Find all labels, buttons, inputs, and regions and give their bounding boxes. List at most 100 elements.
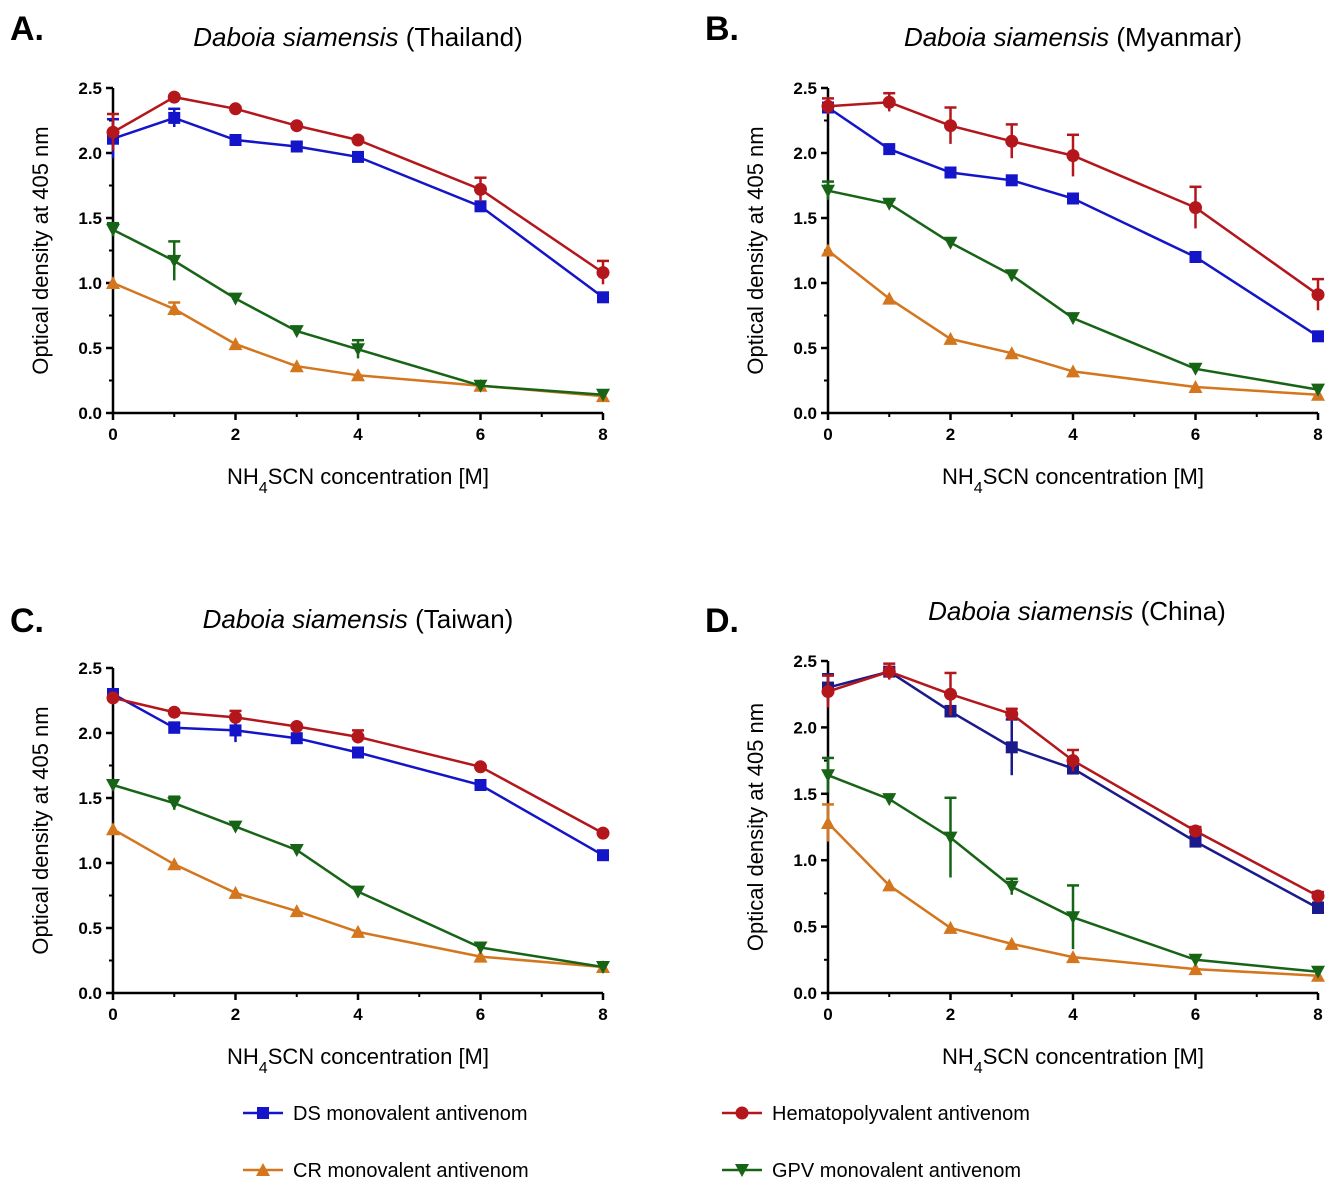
data-point: [821, 769, 835, 783]
chart-panel-b: B. Daboia siamensis (Myanmar) 0.0 0.5 1.0 1.5…: [705, 10, 1325, 497]
y-tick-label: 1.0: [78, 854, 102, 873]
chart-panel-a: A. Daboia siamensis (Thailand) 0.0 0.5 1.0 1.…: [10, 10, 610, 497]
data-point: [1189, 824, 1202, 838]
y-tick-label: 1.0: [78, 274, 102, 293]
data-point: [1066, 754, 1080, 768]
data-point: [228, 337, 243, 351]
y-tick-label: 1.5: [793, 785, 817, 804]
y-axis-label: Optical density at 405 nm: [743, 126, 768, 374]
data-point: [352, 746, 364, 759]
data-point: [821, 685, 835, 699]
x-tick-label: 8: [598, 425, 607, 444]
legend-marker: [257, 1107, 269, 1119]
data-point: [351, 368, 365, 382]
x-tick-label: 6: [1191, 1005, 1200, 1024]
x-tick-label: 2: [231, 425, 240, 444]
data-point: [882, 665, 896, 679]
x-tick-label: 6: [1191, 425, 1200, 444]
data-point: [228, 292, 243, 306]
series-circle: [106, 90, 610, 285]
series-triangle-down: [821, 756, 1325, 979]
data-point: [473, 941, 488, 955]
y-tick-label: 2.5: [793, 79, 817, 98]
series-triangle-down: [106, 221, 610, 402]
data-point: [474, 200, 487, 213]
data-point: [290, 732, 303, 745]
legend-label: CR monovalent antivenom: [293, 1160, 529, 1182]
legend-marker: [256, 1163, 270, 1176]
x-axis-label-sub: 4: [974, 480, 983, 497]
x-axis-label-post: SCN concentration [M]: [983, 1044, 1204, 1069]
x-tick-label: 0: [823, 1005, 832, 1024]
x-axis-label-sub: 4: [974, 1060, 983, 1077]
x-tick-label: 2: [946, 425, 955, 444]
data-point: [882, 95, 896, 109]
series-square: [107, 107, 609, 304]
data-point: [290, 119, 304, 133]
x-tick-label: 2: [231, 1005, 240, 1024]
series-triangle-down: [106, 779, 610, 974]
data-point: [882, 878, 897, 892]
x-tick-label: 4: [353, 425, 363, 444]
series-square: [822, 665, 1324, 915]
series-circle: [821, 91, 1325, 311]
y-tick-label: 2.0: [78, 144, 102, 163]
data-point: [882, 291, 897, 305]
data-point: [474, 182, 487, 196]
legend-item: GPV monovalent antivenom: [722, 1160, 1021, 1182]
data-point: [1188, 362, 1203, 376]
data-point: [943, 331, 958, 345]
panel-letter: B.: [705, 10, 739, 48]
legend-marker: [735, 1106, 749, 1120]
legend-label: DS monovalent antivenom: [293, 1103, 528, 1125]
data-point: [943, 920, 958, 934]
x-axis-label-post: SCN concentration [M]: [983, 464, 1204, 489]
x-tick-label: 0: [108, 1005, 117, 1024]
title-italic: Daboia siamensis: [193, 22, 398, 52]
panel-letter: C.: [10, 602, 44, 640]
series-triangle-down: [821, 180, 1325, 397]
data-point: [106, 691, 120, 705]
data-point: [106, 223, 120, 237]
data-point: [168, 111, 181, 124]
data-point: [821, 184, 835, 198]
title-italic: Daboia siamensis: [928, 596, 1133, 626]
x-tick-label: 6: [476, 425, 485, 444]
data-point: [290, 140, 303, 153]
x-axis-label-pre: NH: [942, 464, 974, 489]
chart-panel-c: C. Daboia siamensis (Taiwan) 0.0 0.5 1.0 1.5 2…: [10, 602, 610, 1077]
chart-title: Daboia siamensis (Taiwan): [203, 604, 514, 634]
data-point: [351, 133, 365, 147]
x-axis-label: NH4SCN concentration [M]: [227, 1044, 489, 1077]
data-point: [1312, 902, 1324, 915]
x-axis-label: NH4SCN concentration [M]: [942, 464, 1204, 497]
x-axis-label-pre: NH: [942, 1044, 974, 1069]
data-point: [474, 779, 487, 791]
data-point: [1189, 835, 1202, 848]
x-tick-label: 0: [823, 425, 832, 444]
data-point: [1005, 707, 1019, 721]
x-tick-label: 8: [1313, 425, 1322, 444]
data-point: [289, 359, 304, 373]
data-point: [1188, 953, 1203, 967]
y-tick-label: 0.0: [78, 984, 102, 1003]
series-triangle-up: [821, 243, 1325, 401]
legend-marker: [735, 1164, 749, 1177]
data-point: [1189, 201, 1202, 215]
data-point: [943, 831, 958, 845]
y-tick-label: 0.5: [78, 339, 102, 358]
data-point: [596, 266, 610, 280]
y-tick-label: 2.0: [78, 724, 102, 743]
y-axis-label: Optical density at 405 nm: [28, 126, 53, 374]
data-point: [168, 721, 181, 734]
legend-item: Hematopolyvalent antivenom: [722, 1103, 1030, 1125]
data-point: [944, 687, 957, 701]
data-point: [596, 961, 610, 974]
legend-label: Hematopolyvalent antivenom: [772, 1103, 1030, 1125]
data-point: [167, 254, 182, 268]
data-point: [821, 99, 835, 113]
data-point: [882, 197, 897, 211]
legend-item: DS monovalent antivenom: [243, 1103, 528, 1125]
data-point: [1005, 134, 1019, 148]
series-triangle-up: [821, 803, 1325, 982]
